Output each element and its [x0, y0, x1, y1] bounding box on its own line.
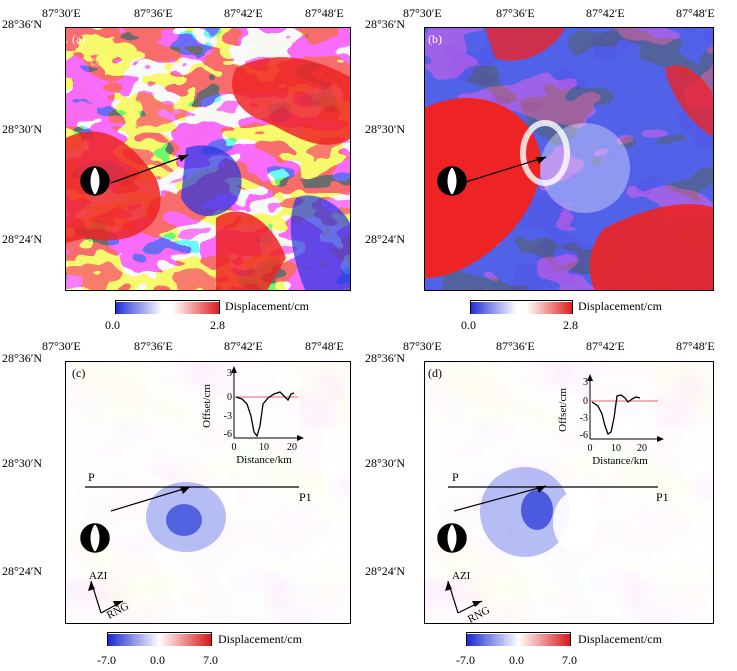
- panel-b: 87°30′E 87°36′E 87°42′E 87°48′E 28°36′N …: [365, 0, 737, 335]
- colorbar-mid: 0.0: [509, 653, 524, 667]
- displacement-map: [65, 27, 351, 291]
- colorbar-mid: 0.0: [150, 653, 165, 667]
- colorbar-min: 0.0: [461, 318, 476, 332]
- colorbar-title: Displacement/cm: [578, 299, 662, 313]
- svg-text:-3: -3: [224, 411, 232, 422]
- lon-tick: 87°30′E: [403, 339, 442, 353]
- profile-start-label: P: [88, 470, 95, 484]
- colorbar-max: 7.0: [203, 653, 218, 667]
- rng-label: RNG: [105, 600, 131, 622]
- lon-tick: 87°48′E: [305, 339, 344, 353]
- panel-a: 87°30′E 87°36′E 87°42′E 87°48′E 28°36′N …: [0, 0, 368, 335]
- direction-arrows-icon: [445, 580, 483, 614]
- svg-text:0: 0: [583, 396, 588, 407]
- lon-tick: 87°30′E: [42, 339, 81, 353]
- displacement-map: [424, 361, 714, 624]
- svg-text:20: 20: [637, 443, 647, 454]
- colorbar: [466, 632, 571, 646]
- svg-text:10: 10: [259, 442, 269, 453]
- focal-mechanism-icon: [437, 523, 467, 553]
- svg-text:0: 0: [227, 392, 232, 403]
- focal-mechanism-icon: [437, 166, 467, 196]
- colorbar-min: 0.0: [105, 318, 120, 332]
- overlay: [437, 156, 547, 196]
- svg-text:0: 0: [588, 443, 593, 454]
- profile-inset-chart: 3 0 -3 -6 0 10 20 Distance/km Offset/cm: [557, 374, 664, 467]
- lon-tick: 87°36′E: [496, 6, 535, 20]
- lat-tick: 28°30′N: [2, 456, 43, 470]
- lon-tick: 87°36′E: [134, 339, 173, 353]
- lat-tick: 28°24′N: [365, 564, 406, 578]
- lon-tick: 87°30′E: [42, 6, 81, 20]
- colorbar-max: 7.0: [562, 653, 577, 667]
- svg-text:3: 3: [583, 377, 588, 388]
- profile-start-label: P: [452, 470, 459, 484]
- lon-tick: 87°42′E: [224, 339, 263, 353]
- lat-tick: 28°30′N: [365, 122, 406, 136]
- lon-tick: 87°42′E: [224, 6, 263, 20]
- colorbar-max: 2.8: [563, 318, 578, 332]
- panel-label: (b): [428, 32, 442, 46]
- panel-label: (a): [72, 32, 86, 46]
- displacement-map: [65, 361, 351, 624]
- svg-text:Offset/cm: Offset/cm: [201, 384, 213, 428]
- colorbar-title: Displacement/cm: [218, 632, 302, 646]
- profile-inset-chart: 3 0 -3 -6 0 10 20 Distance/km Offset/cm: [201, 366, 304, 466]
- panel-label: (c): [72, 366, 86, 380]
- profile-end-label: P1: [299, 490, 312, 504]
- lat-tick: 28°30′N: [2, 122, 43, 136]
- panel-d: 87°30′E 87°36′E 87°42′E 87°48′E 28°36′N …: [365, 336, 737, 671]
- colorbar-min: -7.0: [97, 653, 116, 667]
- colorbar-min: -7.0: [456, 653, 475, 667]
- direction-arrows-icon: [88, 580, 124, 614]
- overlay: P P1 AZI RNG: [80, 470, 312, 622]
- profile-end-label: P1: [656, 490, 669, 504]
- colorbar: [115, 300, 220, 314]
- lon-tick: 87°30′E: [403, 6, 442, 20]
- lon-tick: 87°42′E: [586, 6, 625, 20]
- lon-tick: 87°42′E: [586, 339, 625, 353]
- panel-c: 87°30′E 87°36′E 87°42′E 87°48′E 28°36′N …: [0, 336, 368, 671]
- lon-tick: 87°48′E: [676, 6, 715, 20]
- colorbar-title: Displacement/cm: [578, 632, 662, 646]
- lat-tick: 28°36′N: [365, 17, 406, 31]
- azi-label: AZI: [452, 570, 471, 582]
- lat-tick: 28°24′N: [2, 232, 43, 246]
- svg-text:-3: -3: [580, 413, 588, 424]
- lat-tick: 28°36′N: [2, 351, 43, 365]
- overlay: P P1 AZI RNG: [437, 470, 669, 624]
- lat-tick: 28°36′N: [2, 17, 43, 31]
- azi-label: AZI: [89, 570, 108, 582]
- focal-mechanism-icon: [80, 523, 110, 553]
- lat-tick: 28°24′N: [365, 232, 406, 246]
- colorbar-title: Displacement/cm: [225, 299, 309, 313]
- svg-text:-6: -6: [224, 429, 232, 440]
- lon-tick: 87°36′E: [134, 6, 173, 20]
- svg-text:10: 10: [611, 443, 621, 454]
- colorbar: [107, 632, 212, 646]
- displacement-map: [424, 27, 714, 291]
- lon-tick: 87°48′E: [676, 339, 715, 353]
- svg-text:Distance/km: Distance/km: [592, 455, 648, 467]
- lat-tick: 28°30′N: [365, 456, 406, 470]
- colorbar: [470, 300, 573, 314]
- svg-text:0: 0: [232, 442, 237, 453]
- svg-text:20: 20: [287, 442, 297, 453]
- lat-tick: 28°24′N: [2, 564, 43, 578]
- overlay: [80, 154, 189, 196]
- colorbar-max: 2.8: [210, 318, 225, 332]
- lon-tick: 87°36′E: [496, 339, 535, 353]
- svg-text:Offset/cm: Offset/cm: [557, 388, 569, 432]
- lon-tick: 87°48′E: [305, 6, 344, 20]
- focal-mechanism-icon: [80, 166, 110, 196]
- svg-text:Distance/km: Distance/km: [236, 454, 292, 466]
- lat-tick: 28°36′N: [365, 351, 406, 365]
- svg-text:3: 3: [227, 368, 232, 379]
- svg-text:-6: -6: [580, 430, 588, 441]
- panel-label: (d): [428, 366, 442, 380]
